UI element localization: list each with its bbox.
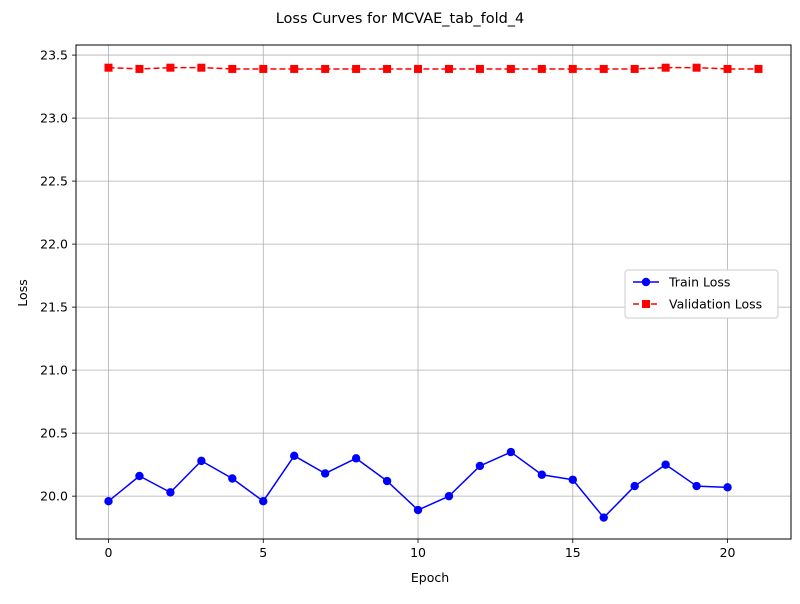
- validation-loss-point: [228, 64, 237, 73]
- train-loss-point: [320, 469, 330, 478]
- series-layer: [104, 63, 763, 522]
- y-tick-label: 23.0: [40, 111, 68, 126]
- legend: Train Loss Validation Loss: [624, 269, 779, 319]
- y-tick-label: 22.5: [40, 174, 68, 189]
- grid-lines: [76, 45, 791, 539]
- train-loss-point: [351, 454, 361, 463]
- train-loss-point: [135, 471, 144, 481]
- train-loss-point: [537, 470, 547, 479]
- train-loss-point: [444, 491, 454, 501]
- train-loss-point: [413, 505, 423, 515]
- validation-loss-point: [692, 63, 701, 72]
- validation-loss-point: [630, 64, 639, 73]
- train-loss-point: [290, 451, 299, 461]
- x-tick-label: 5: [259, 545, 267, 560]
- train-loss-point: [382, 476, 392, 486]
- train-loss-point: [166, 488, 175, 497]
- validation-loss-point: [414, 64, 423, 73]
- validation-loss-point: [383, 64, 392, 73]
- y-tick-label: 20.5: [40, 426, 68, 441]
- validation-loss-point: [568, 64, 577, 73]
- validation-loss-point: [259, 64, 268, 73]
- legend-box: [624, 269, 779, 319]
- y-tick-label: 22.0: [40, 237, 68, 252]
- validation-loss-point: [754, 64, 763, 73]
- train-loss-point: [630, 481, 639, 491]
- validation-loss-point: [475, 64, 484, 73]
- legend-validation-marker: [642, 300, 650, 308]
- validation-loss-point: [661, 63, 670, 72]
- validation-loss-point: [135, 64, 144, 73]
- train-loss-point: [568, 475, 577, 484]
- validation-loss-point: [104, 63, 113, 72]
- train-loss-point: [259, 496, 268, 506]
- legend-train-marker: [641, 277, 651, 287]
- legend-train-label: Train Loss: [668, 275, 730, 290]
- validation-loss-point: [197, 63, 206, 72]
- validation-loss-point: [723, 64, 732, 73]
- validation-loss-point: [506, 64, 515, 73]
- train-loss-point: [197, 456, 206, 466]
- y-tick-label: 21.0: [40, 363, 68, 378]
- x-tick-label: 20: [720, 545, 736, 560]
- validation-loss-point: [444, 64, 453, 73]
- train-loss-point: [506, 447, 516, 457]
- train-loss-point: [599, 513, 608, 522]
- y-tick-label: 20.0: [40, 489, 68, 504]
- y-tick-label: 23.5: [40, 48, 68, 63]
- train-loss-point: [475, 461, 485, 471]
- train-loss-point: [692, 481, 701, 491]
- train-loss-point: [104, 496, 113, 506]
- train-loss-point: [723, 483, 732, 492]
- x-tick-label: 10: [410, 545, 426, 560]
- chart-title: Loss Curves for MCVAE_tab_fold_4: [276, 11, 525, 27]
- train-loss-point: [661, 460, 670, 469]
- x-tick-label: 0: [105, 545, 113, 560]
- train-loss-point: [228, 474, 237, 483]
- legend-validation-label: Validation Loss: [669, 297, 762, 312]
- validation-loss-point: [290, 64, 299, 73]
- axes: 0 5 10 15 20 20.0 20.5 21.0 21.5 22.0 22.5 23.0 23.5: [40, 48, 735, 560]
- validation-loss-point: [537, 64, 546, 73]
- validation-loss-point: [321, 64, 330, 73]
- y-axis-label: Loss: [15, 279, 30, 306]
- validation-loss-line: [108, 66, 759, 70]
- plot-frame: [75, 44, 792, 540]
- x-axis-label: Epoch: [411, 570, 449, 585]
- y-tick-label: 21.5: [40, 300, 68, 315]
- validation-loss-point: [352, 64, 361, 73]
- x-tick-label: 15: [565, 545, 581, 560]
- validation-loss-point: [166, 63, 175, 72]
- validation-loss-point: [599, 64, 608, 73]
